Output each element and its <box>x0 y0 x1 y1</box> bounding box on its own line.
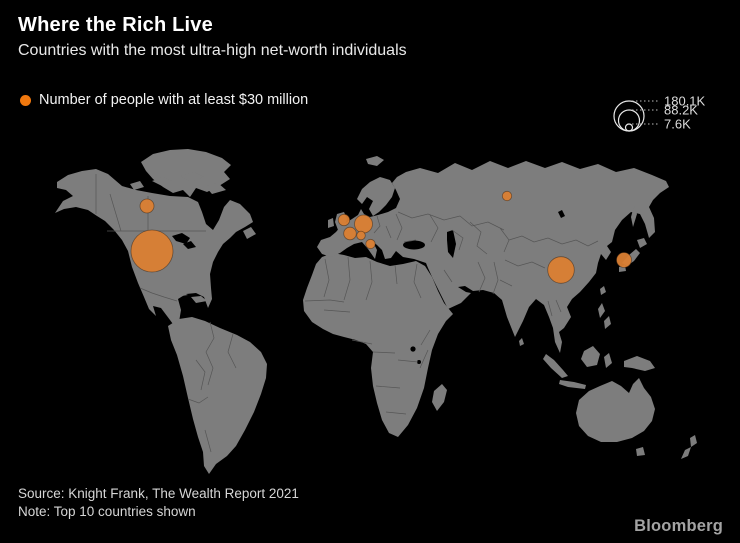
bubble-canada[interactable] <box>139 198 155 214</box>
lakes-and-seas <box>172 210 565 364</box>
note-line: Note: Top 10 countries shown <box>18 504 196 519</box>
caribbean <box>163 290 207 303</box>
sri-lanka <box>519 338 524 346</box>
philippines <box>598 303 611 329</box>
legend-dot-icon <box>20 94 31 106</box>
page-subtitle: Countries with the most ultra-high net-w… <box>18 42 407 59</box>
indonesia <box>543 346 655 389</box>
lake-malawi <box>417 360 421 364</box>
south-america <box>168 317 267 474</box>
madagascar <box>432 384 447 411</box>
newfoundland <box>243 227 256 239</box>
bubble-china[interactable] <box>547 256 575 284</box>
size-legend-label: 7.6K <box>664 117 691 132</box>
great-lakes <box>172 233 196 249</box>
eurasia <box>317 161 669 353</box>
lake-victoria <box>410 346 416 352</box>
sakhalin <box>631 206 637 227</box>
size-legend-circle <box>624 123 634 132</box>
lake-baikal <box>558 210 565 218</box>
bloomberg-logo: Bloomberg <box>634 517 723 535</box>
bubble-russia[interactable] <box>501 190 513 202</box>
black-sea <box>403 240 425 250</box>
series-legend: Number of people with at least $30 milli… <box>20 92 308 108</box>
page-title: Where the Rich Live <box>18 14 213 36</box>
size-legend-label: 180.1K <box>664 94 706 109</box>
source-line: Source: Knight Frank, The Wealth Report … <box>18 486 299 501</box>
size-legend-label: 88.2K <box>664 103 698 118</box>
tasmania <box>636 447 645 456</box>
header: Where the Rich Live Countries with the m… <box>18 14 600 60</box>
caspian-sea <box>447 230 456 258</box>
footer-notes: Source: Knight Frank, The Wealth Report … <box>18 485 299 521</box>
bubble-switzerland[interactable] <box>356 230 366 241</box>
size-legend-circle <box>617 109 641 132</box>
taiwan <box>600 286 606 295</box>
arctic-islands <box>130 172 226 194</box>
size-legend-circle <box>613 100 645 132</box>
series-legend-label: Number of people with at least $30 milli… <box>39 92 309 108</box>
landmasses <box>55 149 697 474</box>
sicily <box>368 260 373 264</box>
australia <box>576 378 655 442</box>
bubble-japan[interactable] <box>616 252 632 268</box>
bubble-italy[interactable] <box>365 238 376 250</box>
iceland <box>366 156 384 166</box>
bubble-france[interactable] <box>343 226 357 241</box>
country-borders <box>95 174 599 453</box>
bubble-united-kingdom[interactable] <box>337 213 351 227</box>
africa <box>303 253 453 437</box>
scandinavia <box>357 177 395 216</box>
new-zealand <box>681 435 697 459</box>
bubble-germany[interactable] <box>354 214 373 234</box>
bubble-united-states[interactable] <box>130 229 174 273</box>
bubbles-layer <box>130 190 632 284</box>
